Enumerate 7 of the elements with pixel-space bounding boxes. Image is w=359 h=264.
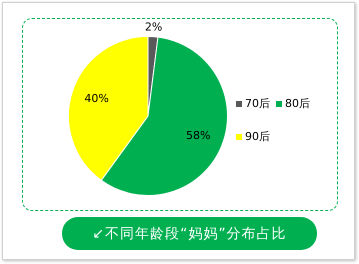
legend-label: 80后 bbox=[284, 96, 310, 111]
text: ↙不同年龄段“妈妈”分布占比 bbox=[62, 217, 317, 250]
data-label: 2% bbox=[144, 20, 162, 34]
data-label: 40% bbox=[84, 92, 109, 106]
legend-label: 70后 bbox=[244, 96, 270, 111]
legend-label: 90后 bbox=[244, 129, 270, 144]
data-label: 58% bbox=[186, 128, 210, 142]
